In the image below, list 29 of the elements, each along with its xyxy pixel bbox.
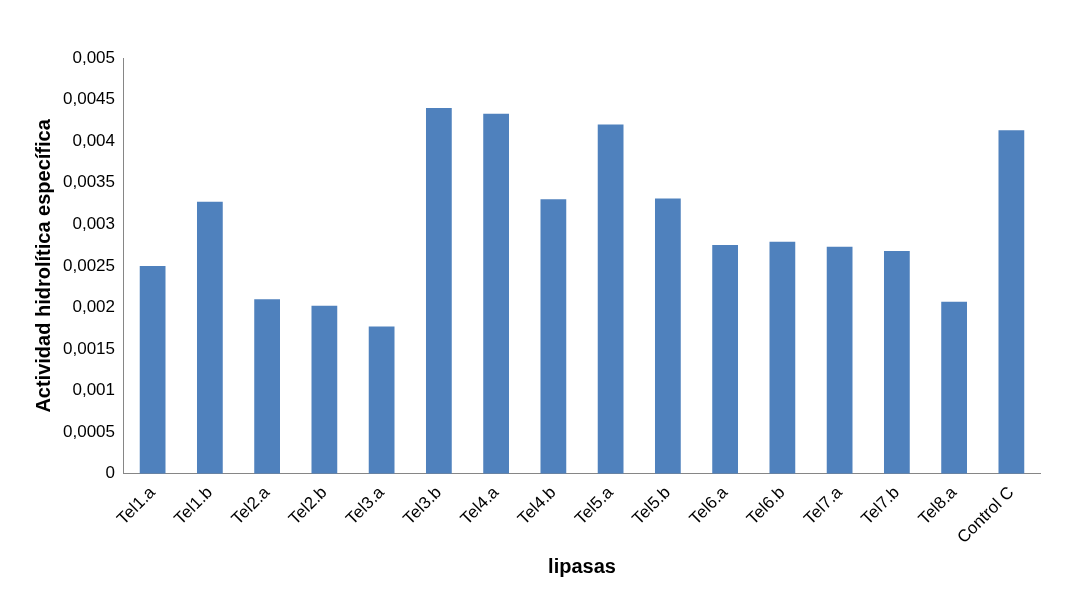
y-tick-label: 0 — [105, 463, 115, 483]
x-axis-title: lipasas — [548, 554, 616, 577]
y-tick-label: 0,005 — [72, 47, 115, 67]
bar — [712, 245, 739, 474]
bar — [196, 201, 223, 474]
bar — [254, 299, 280, 474]
y-axis-title: Actividad hidrolítica específica — [31, 118, 54, 413]
bar — [425, 107, 452, 474]
y-tick-label: 0,001 — [72, 380, 115, 400]
bar — [654, 198, 681, 474]
bar — [941, 301, 968, 474]
bar — [311, 305, 338, 474]
bar — [139, 265, 166, 474]
bar — [769, 241, 796, 474]
bar — [883, 250, 910, 474]
y-tick-label: 0,004 — [72, 130, 115, 150]
y-tick-label: 0,003 — [72, 214, 115, 234]
y-tick-label: 0,0045 — [63, 89, 115, 109]
y-tick-label: 0,0025 — [63, 255, 115, 275]
bar — [483, 113, 509, 474]
bar — [540, 199, 567, 474]
bar — [368, 326, 395, 474]
y-tick-label: 0,0015 — [63, 338, 115, 358]
y-tick-label: 0,0035 — [63, 172, 115, 192]
bar — [597, 124, 624, 474]
bar — [826, 246, 853, 474]
y-tick-label: 0,002 — [72, 297, 115, 317]
y-tick-label: 0,0005 — [63, 421, 115, 441]
bar — [998, 130, 1025, 474]
